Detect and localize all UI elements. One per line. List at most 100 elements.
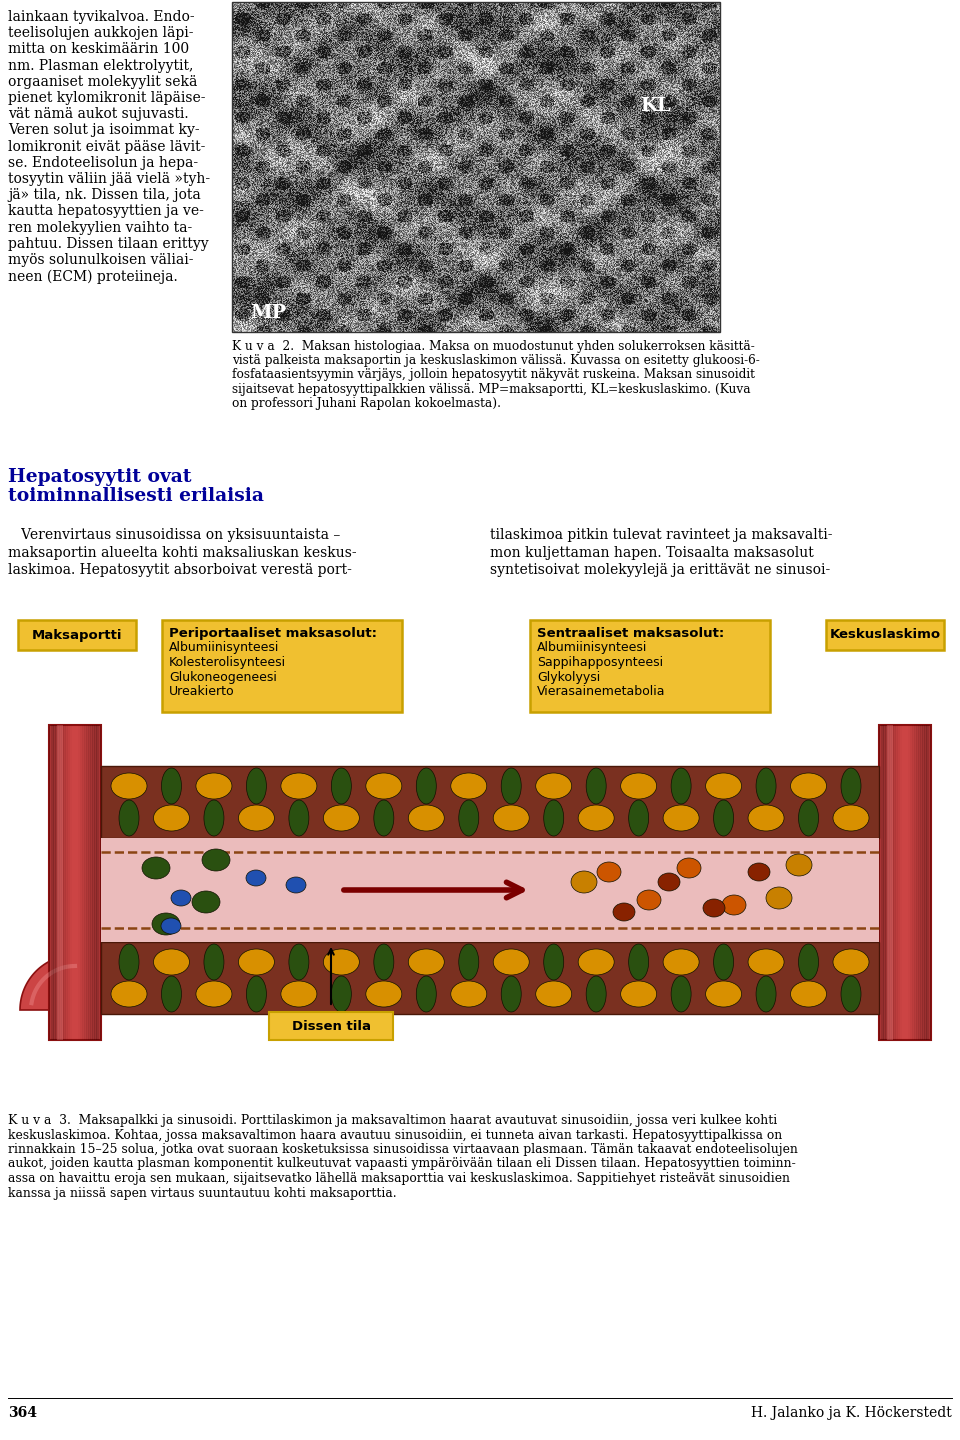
Ellipse shape — [247, 768, 267, 804]
Bar — [883, 724, 888, 1040]
Ellipse shape — [713, 801, 733, 837]
Ellipse shape — [501, 768, 521, 804]
Ellipse shape — [578, 805, 614, 831]
Ellipse shape — [756, 976, 776, 1012]
Text: mon kuljettaman hapen. Toisaalta maksasolut: mon kuljettaman hapen. Toisaalta maksaso… — [490, 546, 814, 560]
Ellipse shape — [289, 801, 309, 837]
Text: Albumiinisynteesi: Albumiinisynteesi — [537, 641, 647, 655]
Text: pienet kylomikronit läpäise-: pienet kylomikronit läpäise- — [8, 91, 205, 105]
Bar — [49, 724, 54, 1040]
Ellipse shape — [366, 773, 402, 799]
Bar — [887, 724, 893, 1040]
Bar — [101, 766, 879, 838]
Bar — [57, 724, 62, 1040]
Ellipse shape — [748, 863, 770, 881]
Text: laskimoa. Hepatosyytit absorboivat verestä port-: laskimoa. Hepatosyytit absorboivat veres… — [8, 563, 352, 577]
Text: Vierasainemetabolia: Vierasainemetabolia — [537, 685, 665, 698]
Text: assa on havaittu eroja sen mukaan, sijaitsevatko lähellä maksaporttia vai keskus: assa on havaittu eroja sen mukaan, sijai… — [8, 1172, 790, 1185]
Text: Kolesterolisynteesi: Kolesterolisynteesi — [169, 657, 286, 670]
Bar — [80, 724, 85, 1040]
Text: Maksaportti: Maksaportti — [32, 628, 122, 641]
Ellipse shape — [161, 919, 181, 935]
Text: syntetisoivat molekyylejä ja erittävät ne sinusoi-: syntetisoivat molekyylejä ja erittävät n… — [490, 563, 830, 577]
Text: K u v a  3.  Maksapalkki ja sinusoidi. Porttilaskimon ja maksavaltimon haarat av: K u v a 3. Maksapalkki ja sinusoidi. Por… — [8, 1115, 778, 1128]
Ellipse shape — [281, 773, 317, 799]
Bar — [926, 724, 931, 1040]
Ellipse shape — [408, 949, 444, 975]
Text: tosyytin väliin jää vielä »tyh-: tosyytin väliin jää vielä »tyh- — [8, 171, 210, 186]
Bar — [908, 724, 913, 1040]
Text: Glykolyysi: Glykolyysi — [537, 671, 600, 684]
Ellipse shape — [613, 903, 635, 922]
Bar — [101, 838, 879, 942]
Ellipse shape — [663, 805, 699, 831]
Ellipse shape — [841, 976, 861, 1012]
Bar — [916, 724, 921, 1040]
Bar — [53, 724, 58, 1040]
Ellipse shape — [459, 945, 479, 981]
Bar — [922, 724, 927, 1040]
Ellipse shape — [246, 870, 266, 886]
Ellipse shape — [629, 801, 649, 837]
Text: kautta hepatosyyttien ja ve-: kautta hepatosyyttien ja ve- — [8, 204, 204, 219]
Bar — [895, 724, 900, 1040]
Ellipse shape — [587, 768, 606, 804]
Text: se. Endoteelisolun ja hepa-: se. Endoteelisolun ja hepa- — [8, 156, 198, 170]
Ellipse shape — [722, 896, 746, 914]
Ellipse shape — [663, 949, 699, 975]
Ellipse shape — [706, 773, 741, 799]
Text: ren molekyylien vaihto ta-: ren molekyylien vaihto ta- — [8, 220, 192, 235]
Bar — [910, 724, 915, 1040]
Ellipse shape — [331, 768, 351, 804]
Text: lainkaan tyvikalvoa. Endo-: lainkaan tyvikalvoa. Endo- — [8, 10, 195, 24]
Ellipse shape — [459, 801, 479, 837]
Text: kanssa ja niissä sapen virtaus suuntautuu kohti maksaporttia.: kanssa ja niissä sapen virtaus suuntautu… — [8, 1187, 396, 1200]
Ellipse shape — [111, 981, 147, 1007]
Text: K u v a  2.  Maksan histologiaa. Maksa on muodostunut yhden solukerroksen käsitt: K u v a 2. Maksan histologiaa. Maksa on … — [232, 340, 755, 353]
Ellipse shape — [671, 976, 691, 1012]
Text: Ureakierto: Ureakierto — [169, 685, 234, 698]
Ellipse shape — [119, 801, 139, 837]
Bar — [101, 942, 879, 1014]
Ellipse shape — [671, 768, 691, 804]
Bar — [879, 724, 931, 1040]
Bar — [18, 621, 136, 649]
Bar — [914, 724, 919, 1040]
Text: Keskuslaskimo: Keskuslaskimo — [829, 628, 941, 641]
Text: H. Jalanko ja K. Höckerstedt: H. Jalanko ja K. Höckerstedt — [752, 1405, 952, 1420]
Ellipse shape — [587, 976, 606, 1012]
Text: jä» tila, nk. Dissen tila, jota: jä» tila, nk. Dissen tila, jota — [8, 189, 201, 202]
Ellipse shape — [799, 945, 819, 981]
Ellipse shape — [536, 981, 572, 1007]
Ellipse shape — [324, 949, 359, 975]
Ellipse shape — [373, 801, 394, 837]
Ellipse shape — [451, 981, 487, 1007]
Text: Glukoneogeneesi: Glukoneogeneesi — [169, 671, 276, 684]
Ellipse shape — [238, 805, 275, 831]
Text: Sentraaliset maksasolut:: Sentraaliset maksasolut: — [537, 626, 724, 639]
Text: neen (ECM) proteiineja.: neen (ECM) proteiineja. — [8, 269, 178, 284]
Ellipse shape — [799, 801, 819, 837]
Bar — [881, 724, 886, 1040]
Bar — [893, 724, 898, 1040]
Text: teelisolujen aukkojen läpi-: teelisolujen aukkojen läpi- — [8, 26, 194, 40]
Bar — [897, 724, 902, 1040]
Text: fosfataasientsyymin värjäys, jolloin hepatosyytit näkyvät ruskeina. Maksan sinus: fosfataasientsyymin värjäys, jolloin hep… — [232, 369, 755, 382]
Bar — [912, 724, 917, 1040]
Ellipse shape — [286, 877, 306, 893]
Ellipse shape — [833, 805, 869, 831]
Text: keskuslaskimoa. Kohtaa, jossa maksavaltimon haara avautuu sinusoidiin, ei tunnet: keskuslaskimoa. Kohtaa, jossa maksavalti… — [8, 1129, 782, 1142]
Bar — [90, 724, 95, 1040]
Ellipse shape — [833, 949, 869, 975]
Ellipse shape — [324, 805, 359, 831]
Ellipse shape — [543, 801, 564, 837]
Bar — [232, 1, 720, 333]
Bar — [269, 1012, 393, 1040]
Text: myös solunulkoisen väliai-: myös solunulkoisen väliai- — [8, 253, 194, 266]
Text: mitta on keskimäärin 100: mitta on keskimäärin 100 — [8, 42, 189, 56]
Ellipse shape — [152, 913, 180, 935]
Text: 364: 364 — [8, 1405, 37, 1420]
Bar — [57, 724, 63, 1040]
Bar — [49, 724, 101, 1040]
Ellipse shape — [119, 945, 139, 981]
